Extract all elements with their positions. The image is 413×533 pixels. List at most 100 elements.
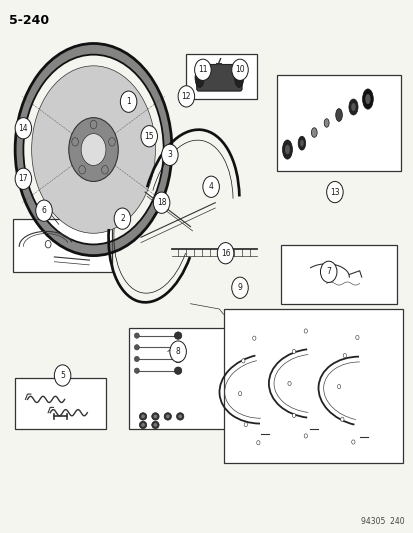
Circle shape (241, 359, 244, 363)
Circle shape (238, 392, 241, 396)
Ellipse shape (178, 415, 182, 418)
Text: 4: 4 (208, 182, 213, 191)
Text: 94305  240: 94305 240 (361, 517, 404, 526)
Circle shape (45, 240, 51, 248)
Ellipse shape (134, 357, 139, 362)
Circle shape (78, 166, 85, 174)
Circle shape (231, 59, 248, 80)
Ellipse shape (282, 140, 292, 159)
Ellipse shape (299, 140, 303, 147)
Circle shape (340, 417, 343, 422)
Circle shape (194, 59, 211, 80)
Circle shape (256, 441, 259, 445)
Ellipse shape (362, 89, 373, 109)
Circle shape (101, 166, 108, 174)
Ellipse shape (174, 344, 181, 351)
Text: 5-240: 5-240 (9, 14, 49, 27)
Bar (13, 219, 112, 272)
Bar (128, 328, 231, 429)
Ellipse shape (364, 94, 370, 104)
Text: 13: 13 (329, 188, 339, 197)
Circle shape (217, 243, 233, 264)
Circle shape (108, 138, 115, 146)
Ellipse shape (297, 136, 305, 150)
Ellipse shape (134, 345, 139, 350)
Ellipse shape (234, 68, 243, 87)
Circle shape (15, 168, 31, 189)
Ellipse shape (151, 421, 159, 429)
Text: 9: 9 (237, 283, 242, 292)
Circle shape (304, 329, 307, 333)
Text: 7: 7 (325, 268, 330, 276)
Circle shape (355, 335, 358, 340)
Circle shape (71, 138, 78, 146)
Text: 1: 1 (126, 97, 131, 106)
Circle shape (252, 336, 255, 340)
Text: 17: 17 (19, 174, 28, 183)
Ellipse shape (348, 99, 357, 115)
Text: 12: 12 (181, 92, 191, 101)
Ellipse shape (174, 332, 181, 340)
Circle shape (141, 126, 157, 147)
Circle shape (15, 118, 31, 139)
Ellipse shape (153, 423, 157, 427)
Circle shape (202, 176, 219, 197)
Text: 8: 8 (175, 347, 180, 356)
Circle shape (337, 384, 340, 389)
Ellipse shape (141, 415, 145, 418)
Circle shape (292, 414, 295, 417)
Bar (223, 309, 402, 463)
Circle shape (304, 434, 307, 438)
Circle shape (169, 341, 186, 362)
FancyBboxPatch shape (196, 64, 242, 91)
Circle shape (231, 277, 248, 298)
Circle shape (153, 192, 169, 213)
Ellipse shape (151, 413, 159, 420)
Bar (280, 245, 396, 304)
Ellipse shape (141, 423, 145, 427)
Ellipse shape (139, 413, 146, 420)
Circle shape (342, 353, 346, 358)
Ellipse shape (323, 119, 328, 127)
Circle shape (351, 440, 354, 444)
Circle shape (114, 208, 131, 229)
Circle shape (120, 91, 137, 112)
Text: 11: 11 (198, 66, 207, 74)
Text: 18: 18 (157, 198, 166, 207)
Circle shape (161, 144, 178, 165)
Ellipse shape (284, 145, 289, 155)
Circle shape (178, 86, 194, 107)
Ellipse shape (335, 109, 342, 122)
Ellipse shape (134, 368, 139, 373)
Ellipse shape (69, 118, 118, 181)
Ellipse shape (174, 356, 181, 363)
Ellipse shape (134, 333, 139, 338)
Ellipse shape (139, 421, 146, 429)
Circle shape (90, 120, 97, 129)
Ellipse shape (153, 415, 157, 418)
Polygon shape (15, 44, 171, 256)
Text: 14: 14 (19, 124, 28, 133)
Bar (15, 378, 106, 429)
Ellipse shape (166, 415, 169, 418)
Text: 6: 6 (41, 206, 46, 215)
Text: 10: 10 (235, 66, 244, 74)
Ellipse shape (31, 66, 155, 233)
Ellipse shape (174, 367, 181, 374)
Bar (276, 75, 400, 171)
Text: 3: 3 (167, 150, 172, 159)
Circle shape (36, 200, 52, 221)
Circle shape (244, 423, 247, 427)
Text: 2: 2 (120, 214, 124, 223)
Ellipse shape (81, 134, 106, 165)
Text: 16: 16 (220, 249, 230, 258)
Circle shape (287, 381, 290, 385)
Ellipse shape (176, 413, 183, 420)
Ellipse shape (350, 103, 355, 111)
Ellipse shape (311, 128, 316, 138)
Ellipse shape (195, 68, 204, 87)
Circle shape (292, 349, 295, 353)
Text: 15: 15 (144, 132, 154, 141)
Ellipse shape (164, 413, 171, 420)
Circle shape (326, 181, 342, 203)
